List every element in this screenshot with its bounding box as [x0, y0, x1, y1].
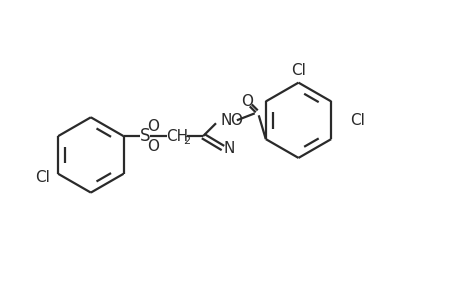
Text: N: N	[223, 140, 234, 155]
Text: CH: CH	[166, 129, 188, 144]
Text: 2: 2	[183, 136, 190, 146]
Text: O: O	[230, 113, 241, 128]
Text: Cl: Cl	[291, 63, 305, 78]
Text: S: S	[140, 127, 151, 145]
Text: O: O	[147, 119, 159, 134]
Text: O: O	[240, 94, 252, 109]
Text: N: N	[220, 113, 232, 128]
Text: O: O	[147, 139, 159, 154]
Text: Cl: Cl	[349, 113, 364, 128]
Text: Cl: Cl	[35, 170, 50, 185]
